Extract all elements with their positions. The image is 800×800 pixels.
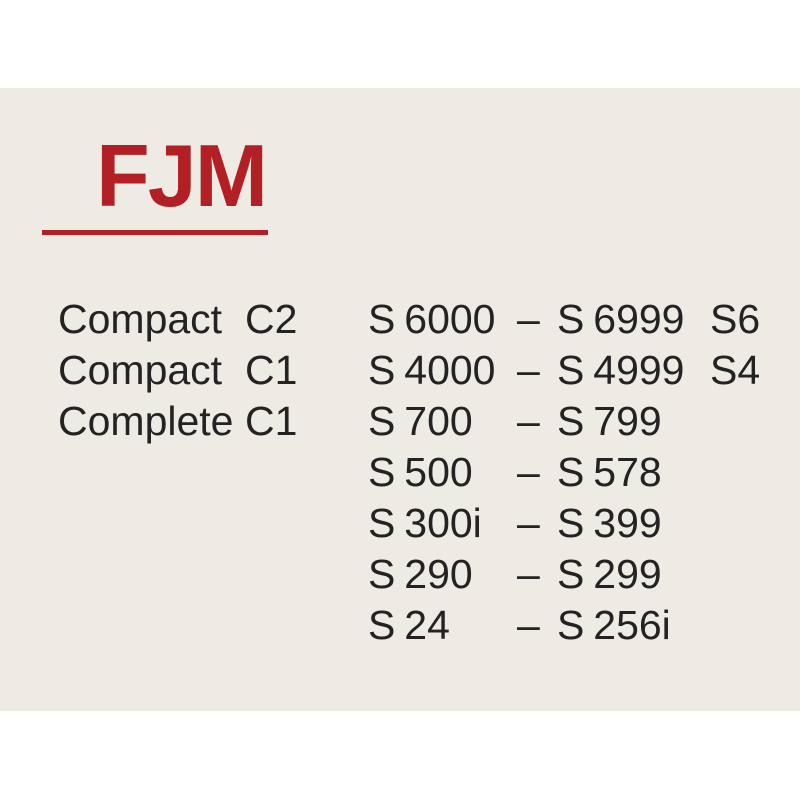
serial-range-start: S 500 xyxy=(368,449,473,495)
range-dash: – xyxy=(517,500,540,546)
model-name: Compact xyxy=(58,296,223,342)
serial-range-end: S 6999 xyxy=(557,296,685,342)
title-underline xyxy=(42,230,268,235)
serial-range-start: S 4000 xyxy=(368,347,496,393)
serial-range-end: S 4999 xyxy=(557,347,685,393)
model-name xyxy=(58,549,245,600)
serial-range-start: S 290 xyxy=(368,551,473,597)
series-code xyxy=(710,447,760,498)
model-code xyxy=(245,447,368,498)
page-title: FJM xyxy=(96,126,268,225)
range-dash: – xyxy=(517,347,540,393)
model-code xyxy=(245,600,368,651)
serial-range-end: S 299 xyxy=(557,551,662,597)
model-code: C1 xyxy=(245,347,298,393)
range-dash: – xyxy=(517,449,540,495)
model-code: C2 xyxy=(245,296,298,342)
serial-range-start: S 700 xyxy=(368,398,473,444)
model-name xyxy=(58,498,245,549)
compatibility-table: Compact C2 S 6000 – S 6999 S6 Compact C1… xyxy=(58,294,760,651)
content-panel xyxy=(0,88,800,711)
serial-range-start: S 6000 xyxy=(368,296,496,342)
series-code xyxy=(710,549,760,600)
model-code xyxy=(245,498,368,549)
series-code xyxy=(710,600,760,651)
series-code xyxy=(710,498,760,549)
serial-range-end: S 799 xyxy=(557,398,662,444)
model-name: Complete xyxy=(58,398,234,444)
range-dash: – xyxy=(517,551,540,597)
serial-range-end: S 256i xyxy=(557,602,671,648)
model-code xyxy=(245,549,368,600)
serial-range-start: S 24 xyxy=(368,602,450,648)
serial-range-end: S 399 xyxy=(557,500,662,546)
serial-range-end: S 578 xyxy=(557,449,662,495)
model-name xyxy=(58,600,245,651)
series-code: S6 xyxy=(710,296,761,342)
range-dash: – xyxy=(517,398,540,444)
series-code: S4 xyxy=(710,347,761,393)
model-code: C1 xyxy=(245,398,298,444)
model-name: Compact xyxy=(58,347,223,393)
range-dash: – xyxy=(517,296,540,342)
series-code xyxy=(710,396,760,447)
model-name xyxy=(58,447,245,498)
range-dash: – xyxy=(517,602,540,648)
serial-range-start: S 300i xyxy=(368,500,482,546)
